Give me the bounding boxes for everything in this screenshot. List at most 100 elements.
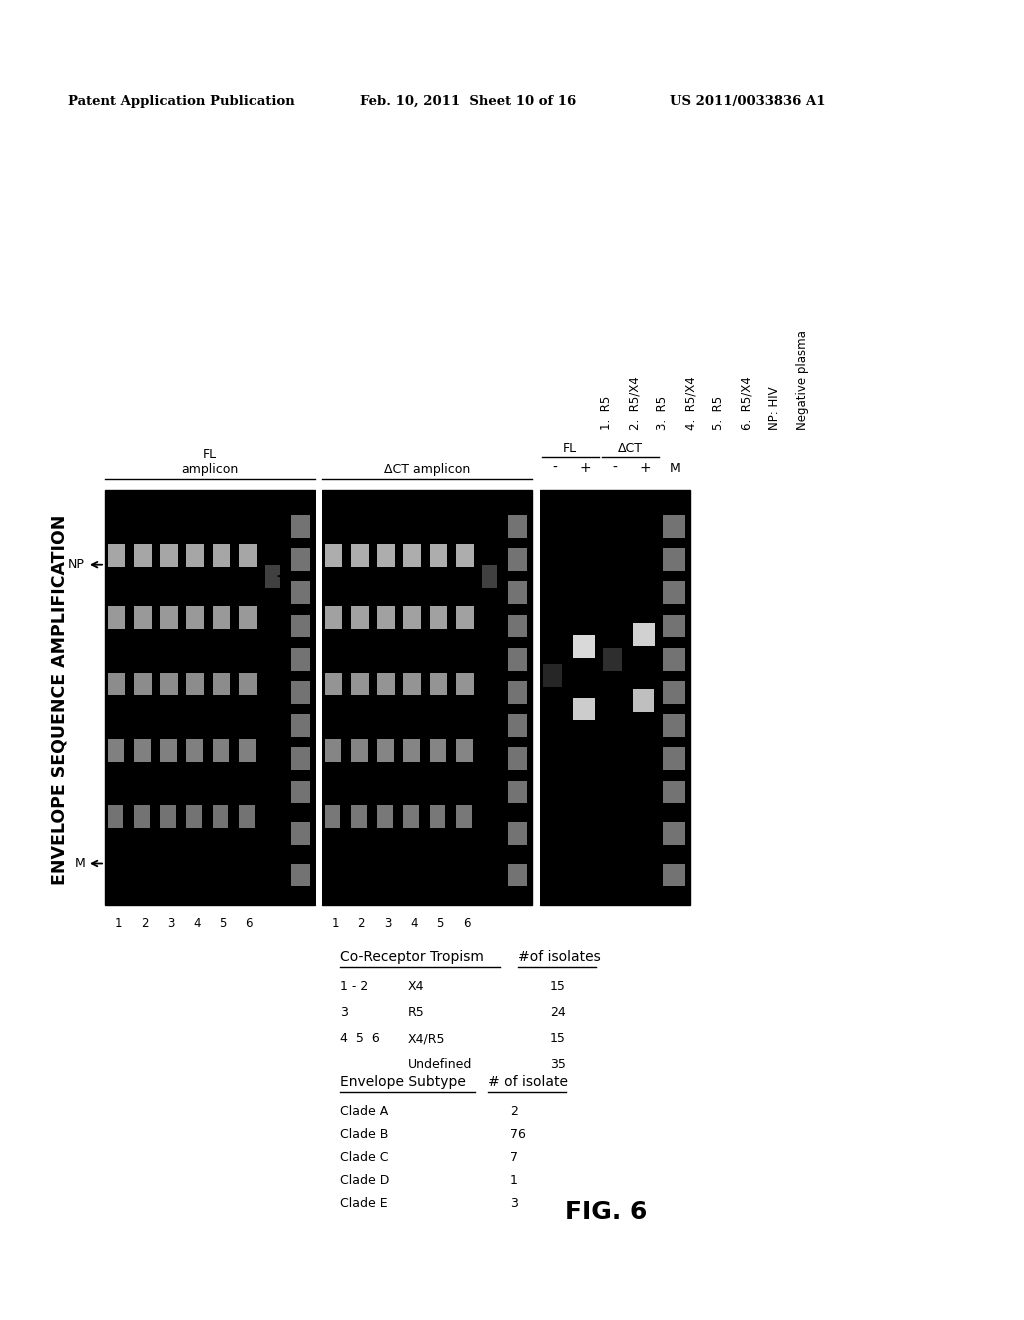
- Bar: [508, 714, 527, 737]
- Text: Clade A: Clade A: [340, 1105, 388, 1118]
- Bar: [292, 515, 310, 537]
- Bar: [160, 544, 178, 566]
- Text: 5: 5: [219, 917, 226, 931]
- Text: Undefined: Undefined: [408, 1059, 472, 1071]
- Bar: [663, 548, 685, 572]
- Bar: [430, 805, 445, 828]
- Bar: [322, 490, 532, 906]
- Text: 1 - 2: 1 - 2: [340, 979, 369, 993]
- Text: FL
amplicon: FL amplicon: [181, 447, 239, 477]
- Bar: [663, 515, 685, 537]
- Bar: [508, 648, 527, 671]
- Bar: [160, 606, 178, 630]
- Bar: [633, 623, 654, 645]
- Bar: [508, 548, 527, 572]
- Text: ΔCT: ΔCT: [617, 442, 642, 455]
- Bar: [108, 606, 126, 630]
- Bar: [213, 739, 229, 762]
- Text: Clade B: Clade B: [340, 1129, 388, 1140]
- Bar: [292, 747, 310, 770]
- Text: 15: 15: [550, 979, 566, 993]
- Text: -: -: [553, 461, 557, 475]
- Text: FL: FL: [563, 442, 578, 455]
- Bar: [663, 863, 685, 886]
- Bar: [213, 673, 230, 696]
- Text: 1: 1: [332, 917, 339, 931]
- Text: 6: 6: [246, 917, 253, 931]
- Text: NP: HIV: NP: HIV: [768, 387, 781, 430]
- Text: 3: 3: [384, 917, 391, 931]
- Bar: [325, 805, 340, 828]
- Text: 35: 35: [550, 1059, 566, 1071]
- Bar: [105, 490, 315, 906]
- Bar: [351, 606, 369, 630]
- Bar: [186, 673, 204, 696]
- Bar: [430, 673, 447, 696]
- Bar: [186, 606, 204, 630]
- Bar: [160, 673, 178, 696]
- Bar: [403, 673, 421, 696]
- Bar: [377, 673, 395, 696]
- Bar: [508, 515, 527, 537]
- Bar: [292, 581, 310, 605]
- Text: 2.  R5/X4: 2. R5/X4: [628, 376, 641, 430]
- Bar: [292, 681, 310, 704]
- Text: 4: 4: [411, 917, 418, 931]
- Bar: [430, 544, 447, 566]
- Text: 4  5  6: 4 5 6: [340, 1032, 380, 1045]
- Bar: [508, 822, 527, 845]
- Bar: [508, 863, 527, 886]
- Bar: [430, 606, 447, 630]
- Bar: [377, 739, 394, 762]
- Text: M: M: [75, 857, 85, 870]
- Bar: [508, 615, 527, 638]
- Text: X4/R5: X4/R5: [408, 1032, 445, 1045]
- Bar: [134, 544, 152, 566]
- Bar: [160, 805, 176, 828]
- Bar: [377, 805, 393, 828]
- Text: 5.  R5: 5. R5: [712, 396, 725, 430]
- Text: FIG. 6: FIG. 6: [565, 1200, 647, 1224]
- Bar: [108, 673, 126, 696]
- Bar: [663, 714, 685, 737]
- Bar: [325, 606, 342, 630]
- Text: #of isolates: #of isolates: [518, 950, 601, 964]
- Bar: [456, 739, 473, 762]
- Bar: [573, 635, 595, 659]
- Bar: [292, 822, 310, 845]
- Bar: [108, 544, 126, 566]
- Text: Feb. 10, 2011  Sheet 10 of 16: Feb. 10, 2011 Sheet 10 of 16: [360, 95, 577, 108]
- Bar: [430, 739, 446, 762]
- Bar: [534, 490, 540, 906]
- Text: ENVELOPE SEQUENCE AMPLIFICATION: ENVELOPE SEQUENCE AMPLIFICATION: [51, 515, 69, 886]
- Text: Clade C: Clade C: [340, 1151, 388, 1164]
- Bar: [239, 606, 257, 630]
- Bar: [403, 606, 421, 630]
- Bar: [134, 739, 151, 762]
- Bar: [403, 805, 419, 828]
- Bar: [663, 648, 685, 671]
- Bar: [508, 681, 527, 704]
- Bar: [377, 544, 395, 566]
- Bar: [351, 673, 369, 696]
- Bar: [543, 664, 562, 688]
- Bar: [540, 490, 690, 906]
- Text: +: +: [580, 461, 591, 475]
- Bar: [134, 805, 150, 828]
- Bar: [160, 739, 177, 762]
- Text: Patent Application Publication: Patent Application Publication: [68, 95, 295, 108]
- Text: 4: 4: [194, 917, 201, 931]
- Bar: [508, 581, 527, 605]
- Bar: [663, 780, 685, 804]
- Text: 3.  R5: 3. R5: [656, 396, 669, 430]
- Text: Co-Receptor Tropism: Co-Receptor Tropism: [340, 950, 484, 964]
- Bar: [239, 673, 257, 696]
- Bar: [186, 805, 202, 828]
- Bar: [292, 780, 310, 804]
- Text: 3: 3: [510, 1197, 518, 1210]
- Bar: [186, 739, 203, 762]
- Text: -: -: [612, 461, 617, 475]
- Bar: [377, 606, 395, 630]
- Bar: [573, 697, 595, 721]
- Bar: [186, 544, 204, 566]
